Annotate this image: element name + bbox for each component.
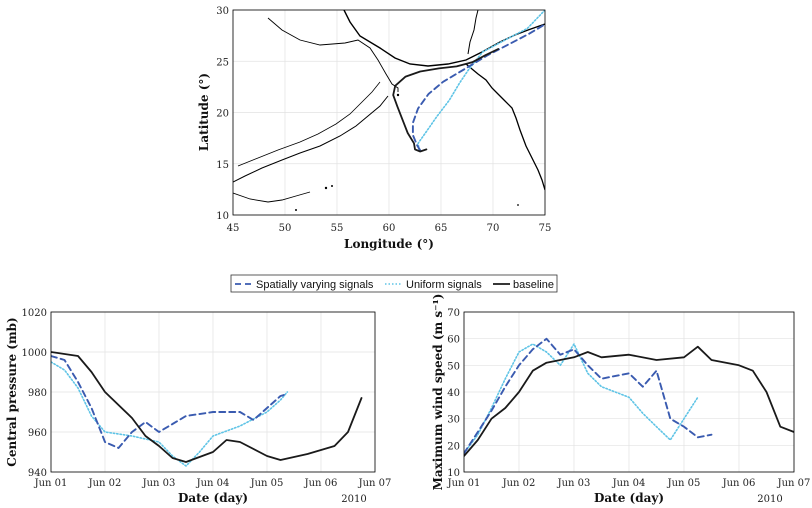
wind-year-label: 2010 <box>757 494 782 505</box>
wind-grid <box>463 311 795 473</box>
map-grid <box>232 9 546 216</box>
wind-y-tick-label: 60 <box>447 335 460 346</box>
map-track-uniform-signals <box>417 10 545 152</box>
legend-box <box>230 274 558 293</box>
pressure-y-tick-label: 1000 <box>22 348 47 359</box>
pressure-x-tick-label: Jun 05 <box>250 478 284 489</box>
wind-y-tick-label: 10 <box>447 468 460 479</box>
wind-x-tick-label: Jun 01 <box>447 478 481 489</box>
wind-panel: Jun 01 Jun 02 Jun 03 Jun 04 Jun 05 Jun 06 Jun … <box>431 294 810 505</box>
map-frame <box>232 9 546 216</box>
wind-x-tick-label: Jun 05 <box>667 478 701 489</box>
wind-x-tick-label: Jun 04 <box>612 478 646 489</box>
wind-y-tick-label: 50 <box>447 361 460 372</box>
wind-y-tick-label: 40 <box>447 388 460 399</box>
pressure-line-baseline <box>51 351 363 463</box>
pressure-line-spatially-varying-signals <box>51 355 289 449</box>
map-y-tick-label: 10 <box>216 211 229 222</box>
pressure-line-uniform-signals <box>51 361 289 467</box>
map-x-tick-label: 75 <box>539 223 552 234</box>
wind-line-baseline <box>464 345 794 457</box>
legend: Spatially varying signals Uniform signal… <box>230 274 558 293</box>
map-y-tick-label: 25 <box>216 57 229 68</box>
wind-y-tick-label: 70 <box>447 308 460 319</box>
pressure-ticks: Jun 01 Jun 02 Jun 03 Jun 04 Jun 05 Jun 06 Jun … <box>22 308 392 489</box>
wind-y-axis-label: Maximum wind speed (m s⁻¹) <box>431 294 445 491</box>
wind-ticks: Jun 01 Jun 02 Jun 03 Jun 04 Jun 05 Jun 06 Jun … <box>447 308 811 489</box>
pressure-year-label: 2010 <box>341 494 366 505</box>
wind-x-axis-label: Date (day) <box>594 491 664 505</box>
pressure-lines <box>51 351 363 467</box>
map-x-tick-label: 60 <box>383 223 396 234</box>
track-map-panel: 45 50 55 60 65 70 75 10 15 20 25 30 Longitude (°) L… <box>197 6 551 251</box>
map-tracks <box>392 10 545 153</box>
pressure-x-tick-label: Jun 06 <box>304 478 338 489</box>
map-ticks: 45 50 55 60 65 70 75 10 15 20 25 30 <box>216 6 551 234</box>
pressure-y-tick-label: 980 <box>28 388 47 399</box>
wind-lines <box>464 337 794 457</box>
pressure-x-axis-label: Date (day) <box>178 491 248 505</box>
pressure-x-tick-label: Jun 03 <box>142 478 176 489</box>
map-x-tick-label: 45 <box>227 223 240 234</box>
legend-label-uniform: Uniform signals <box>406 279 482 291</box>
pressure-x-tick-label: Jun 04 <box>196 478 230 489</box>
map-y-tick-label: 20 <box>216 109 229 120</box>
wind-frame <box>463 311 795 473</box>
map-x-tick-label: 55 <box>331 223 344 234</box>
pressure-x-tick-label: Jun 07 <box>358 478 392 489</box>
map-x-tick-label: 50 <box>279 223 292 234</box>
pressure-y-tick-label: 1020 <box>22 308 47 319</box>
map-y-axis-label: Latitude (°) <box>197 73 211 151</box>
pressure-y-axis-label: Central pressure (mb) <box>5 317 19 466</box>
map-x-tick-label: 70 <box>487 223 500 234</box>
map-x-tick-label: 65 <box>435 223 448 234</box>
wind-x-tick-label: Jun 03 <box>557 478 591 489</box>
wind-x-tick-label: Jun 02 <box>502 478 536 489</box>
wind-line-uniform-signals <box>464 343 699 455</box>
wind-line-spatially-varying-signals <box>464 337 713 455</box>
pressure-x-tick-label: Jun 01 <box>34 478 68 489</box>
map-track-spatially-varying-signals <box>411 23 545 152</box>
legend-label-spatial: Spatially varying signals <box>256 279 374 291</box>
wind-x-tick-label: Jun 07 <box>777 478 811 489</box>
map-y-tick-label: 30 <box>216 6 229 17</box>
map-track-baseline <box>392 48 500 153</box>
pressure-y-tick-label: 940 <box>28 468 47 479</box>
wind-x-tick-label: Jun 06 <box>722 478 756 489</box>
map-y-tick-label: 15 <box>216 160 229 171</box>
pressure-y-tick-label: 960 <box>28 428 47 439</box>
wind-y-tick-label: 20 <box>447 441 460 452</box>
pressure-x-tick-label: Jun 02 <box>88 478 122 489</box>
map-x-axis-label: Longitude (°) <box>344 237 434 251</box>
pressure-panel: Jun 01 Jun 02 Jun 03 Jun 04 Jun 05 Jun 06 Jun … <box>5 308 391 505</box>
legend-label-baseline: baseline <box>513 279 554 291</box>
pressure-frame <box>50 311 376 473</box>
wind-y-tick-label: 30 <box>447 415 460 426</box>
